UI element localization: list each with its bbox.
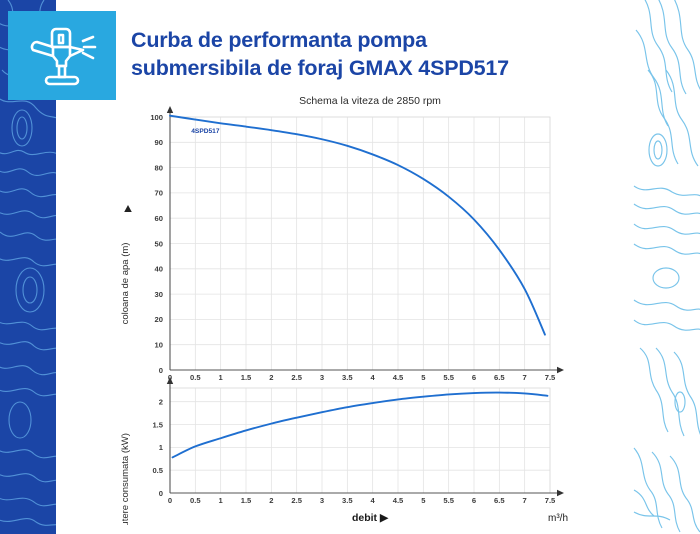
head-x-tick-label: 2.5: [291, 373, 302, 382]
head-y-tick-label: 90: [155, 138, 163, 147]
power-x-tick-label: 6: [472, 496, 476, 505]
power-x-tick-label: 7.5: [545, 496, 556, 505]
power-plot-background: [170, 388, 550, 493]
chart-subtitle: Schema la viteza de 2850 rpm: [299, 95, 441, 107]
head-x-tick-label: 7: [523, 373, 527, 382]
sprinkler-pump-icon: [30, 27, 97, 85]
power-y-tick-label: 1.5: [152, 420, 163, 429]
head-y-tick-label: 100: [150, 113, 163, 122]
page-title: Curba de performanta pompa submersibila …: [131, 27, 601, 83]
head-x-tick-label: 4: [371, 373, 376, 382]
y-axis-title-power: putere consumata (kW): [120, 433, 131, 525]
power-series-line: [171, 391, 549, 459]
head-x-tick-label: 6: [472, 373, 476, 382]
power-x-tick-label: 0: [168, 496, 172, 505]
head-x-tick-label: 3.5: [342, 373, 353, 382]
power-x-tick-label: 5: [421, 496, 426, 505]
power-x-tick-label: 5.5: [443, 496, 454, 505]
power-x-tick-label: 7: [523, 496, 527, 505]
power-y-tick-label: 1: [159, 443, 164, 452]
power-x-tick-label: 0.5: [190, 496, 201, 505]
head-x-tick-label: 7.5: [545, 373, 556, 382]
power-x-tick-label: 4.5: [393, 496, 404, 505]
contour-pattern-right: [633, 0, 700, 533]
power-y-tick-label: 2: [159, 397, 163, 406]
head-y-tick-label: 60: [155, 214, 163, 223]
head-x-axis-arrow: [557, 366, 564, 374]
head-y-tick-label: 20: [155, 315, 163, 324]
y-axis-title-arrow: [124, 205, 132, 212]
chart-axis-labels: coloana de apa (m) putere consumata (kW) d…: [120, 205, 568, 525]
power-y-tick-label: 0: [159, 489, 163, 498]
power-x-tick-label: 1.5: [241, 496, 252, 505]
head-x-tick-label: 4.5: [393, 373, 404, 382]
power-y-axis-arrow: [166, 377, 174, 384]
head-x-tick-label: 3: [320, 373, 324, 382]
head-y-tick-label: 10: [155, 341, 163, 350]
power-x-tick-label: 1: [219, 496, 224, 505]
power-x-tick-label: 6.5: [494, 496, 505, 505]
x-axis-title: debit ▶: [352, 512, 389, 524]
head-y-tick-label: 80: [155, 163, 163, 172]
performance-charts: 010203040506070809010000.511.522.533.544…: [110, 105, 590, 525]
head-x-tick-label: 5: [421, 373, 426, 382]
power-x-tick-label: 4: [371, 496, 376, 505]
head-x-tick-label: 1.5: [241, 373, 252, 382]
head-x-tick-label: 2: [269, 373, 273, 382]
power-y-tick-label: 0.5: [152, 466, 163, 475]
head-x-tick-label: 6.5: [494, 373, 505, 382]
head-y-tick-label: 50: [155, 239, 163, 248]
power-x-tick-label: 2.5: [291, 496, 302, 505]
head-y-tick-label: 0: [159, 366, 163, 375]
power-curve-chart: 0 0.5 1 1.5 2 0 0.5 1 1.5 2 2.5 3 3.5 4 4.5 5 5.5 6 6.5 7 7.…: [152, 377, 564, 505]
brand-icon-tile: [8, 11, 116, 100]
power-x-axis-arrow: [557, 489, 564, 497]
head-y-tick-label: 70: [155, 189, 163, 198]
head-curve-chart: 010203040506070809010000.511.522.533.544…: [150, 106, 564, 382]
power-x-tick-label: 3: [320, 496, 324, 505]
page-title-line-2: submersibila de foraj GMAX 4SPD517: [131, 55, 509, 80]
head-x-tick-label: 5.5: [443, 373, 454, 382]
charts-svg: 010203040506070809010000.511.522.533.544…: [120, 106, 568, 525]
head-y-tick-label: 40: [155, 265, 163, 274]
y-axis-title-head: coloana de apa (m): [120, 243, 131, 325]
head-series-inline-label: 4SPD517: [191, 128, 220, 135]
head-y-axis-arrow: [166, 106, 174, 113]
power-x-tick-label: 3.5: [342, 496, 353, 505]
power-x-tick-label: 2: [269, 496, 273, 505]
head-x-tick-label: 1: [219, 373, 224, 382]
right-decorative-band: [632, 0, 700, 534]
page-title-line-1: Curba de performanta pompa: [131, 28, 427, 52]
x-axis-unit-label: m³/h: [548, 513, 568, 524]
head-series-line: [169, 114, 546, 336]
head-x-tick-label: 0.5: [190, 373, 201, 382]
head-y-tick-label: 30: [155, 290, 163, 299]
